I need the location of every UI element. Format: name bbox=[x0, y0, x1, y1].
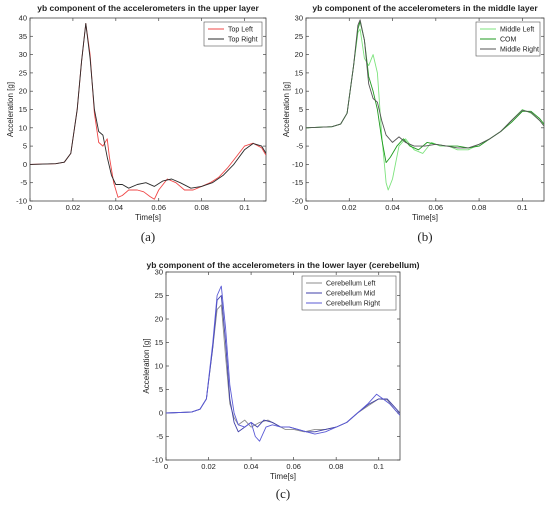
series-group bbox=[306, 19, 544, 191]
series-line-1 bbox=[30, 23, 266, 189]
y-tick-label: -10 bbox=[16, 197, 27, 206]
legend-box bbox=[203, 21, 263, 47]
y-axis-label: Acceleration [g] bbox=[282, 82, 291, 137]
x-tick-label: 0.04 bbox=[244, 462, 259, 471]
chart-title: yb component of the accelerometers in th… bbox=[146, 260, 419, 270]
x-tick-label: 0.06 bbox=[286, 462, 301, 471]
plot-frame bbox=[305, 17, 545, 202]
subfigure-caption: (c) bbox=[276, 486, 290, 501]
y-tick-label: 15 bbox=[295, 68, 303, 77]
x-tick-label: 0.08 bbox=[329, 462, 344, 471]
x-tick-label: 0.1 bbox=[239, 203, 249, 212]
legend-label-1: COM bbox=[500, 37, 517, 44]
chart-title: yb component of the accelerometers in th… bbox=[37, 3, 259, 13]
series-group bbox=[166, 285, 400, 442]
legend-label-2: Middle Right bbox=[500, 47, 539, 54]
legend-label-0: Top Left bbox=[228, 27, 253, 34]
y-tick-label: 30 bbox=[19, 50, 27, 59]
chart-1: yb component of the accelerometers in th… bbox=[282, 3, 545, 244]
y-tick-label: 5 bbox=[299, 105, 303, 114]
y-axis-label: Acceleration [g] bbox=[6, 82, 15, 137]
y-tick-label: 5 bbox=[159, 385, 163, 394]
series-line-2 bbox=[306, 19, 544, 149]
y-tick-label: 25 bbox=[295, 32, 303, 41]
x-axis-label: Time[s] bbox=[135, 213, 161, 222]
x-tick-label: 0 bbox=[28, 203, 32, 212]
y-tick-label: 15 bbox=[155, 338, 163, 347]
chart-title: yb component of the accelerometers in th… bbox=[312, 3, 538, 13]
y-tick-label: 20 bbox=[19, 87, 27, 96]
y-tick-label: 10 bbox=[19, 123, 27, 132]
series-group bbox=[30, 23, 266, 200]
legend-label-1: Cerebellum Mid bbox=[326, 291, 375, 298]
y-tick-label: -5 bbox=[296, 142, 303, 151]
y-axis-label: Acceleration [g] bbox=[142, 338, 151, 393]
x-tick-label: 0 bbox=[164, 462, 168, 471]
legend-label-0: Cerebellum Left bbox=[326, 281, 375, 288]
y-tick-label: 0 bbox=[23, 160, 27, 169]
y-tick-label: -15 bbox=[292, 178, 303, 187]
y-tick-label: -10 bbox=[152, 456, 163, 465]
x-tick-label: 0.08 bbox=[194, 203, 209, 212]
y-tick-label: 25 bbox=[155, 291, 163, 300]
y-tick-label: -10 bbox=[292, 160, 303, 169]
x-tick-label: 0 bbox=[304, 203, 308, 212]
y-tick-label: 10 bbox=[295, 87, 303, 96]
x-tick-label: 0.08 bbox=[472, 203, 487, 212]
x-tick-label: 0.1 bbox=[374, 462, 384, 471]
x-tick-label: 0.1 bbox=[517, 203, 527, 212]
x-tick-label: 0.06 bbox=[429, 203, 444, 212]
legend-box bbox=[475, 21, 541, 57]
chart-2: yb component of the accelerometers in th… bbox=[142, 260, 420, 501]
legend-label-0: Middle Left bbox=[500, 27, 534, 34]
plot-frame bbox=[29, 17, 267, 202]
x-axis-label: Time[s] bbox=[412, 213, 438, 222]
x-tick-label: 0.04 bbox=[385, 203, 400, 212]
x-tick-label: 0.04 bbox=[109, 203, 124, 212]
y-tick-label: 30 bbox=[155, 268, 163, 277]
y-tick-label: 0 bbox=[299, 123, 303, 132]
subfigure-caption: (a) bbox=[141, 229, 155, 244]
chart-0: yb component of the accelerometers in th… bbox=[6, 3, 267, 244]
x-tick-label: 0.02 bbox=[66, 203, 81, 212]
y-tick-label: 35 bbox=[19, 32, 27, 41]
y-tick-label: 15 bbox=[19, 105, 27, 114]
y-tick-label: 10 bbox=[155, 362, 163, 371]
y-tick-label: 30 bbox=[295, 14, 303, 23]
y-tick-label: 25 bbox=[19, 68, 27, 77]
y-tick-label: 20 bbox=[155, 315, 163, 324]
legend-label-2: Cerebellum Right bbox=[326, 301, 380, 308]
y-tick-label: -5 bbox=[20, 178, 27, 187]
legend: Top Left Top Right bbox=[203, 21, 263, 47]
legend-label-1: Top Right bbox=[228, 37, 258, 44]
legend: Middle Left COM Middle Right bbox=[475, 21, 541, 57]
y-tick-label: 5 bbox=[23, 142, 27, 151]
x-tick-label: 0.02 bbox=[342, 203, 357, 212]
y-tick-label: 40 bbox=[19, 14, 27, 23]
legend: Cerebellum Left Cerebellum Mid Cerebellum … bbox=[301, 275, 397, 311]
y-tick-label: -5 bbox=[156, 432, 163, 441]
x-tick-label: 0.02 bbox=[201, 462, 216, 471]
y-tick-label: 0 bbox=[159, 409, 163, 418]
x-tick-label: 0.06 bbox=[151, 203, 166, 212]
y-tick-label: 20 bbox=[295, 50, 303, 59]
subfigure-caption: (b) bbox=[417, 229, 432, 244]
series-line-2 bbox=[166, 285, 400, 442]
x-axis-label: Time[s] bbox=[270, 472, 296, 481]
y-tick-label: -20 bbox=[292, 197, 303, 206]
